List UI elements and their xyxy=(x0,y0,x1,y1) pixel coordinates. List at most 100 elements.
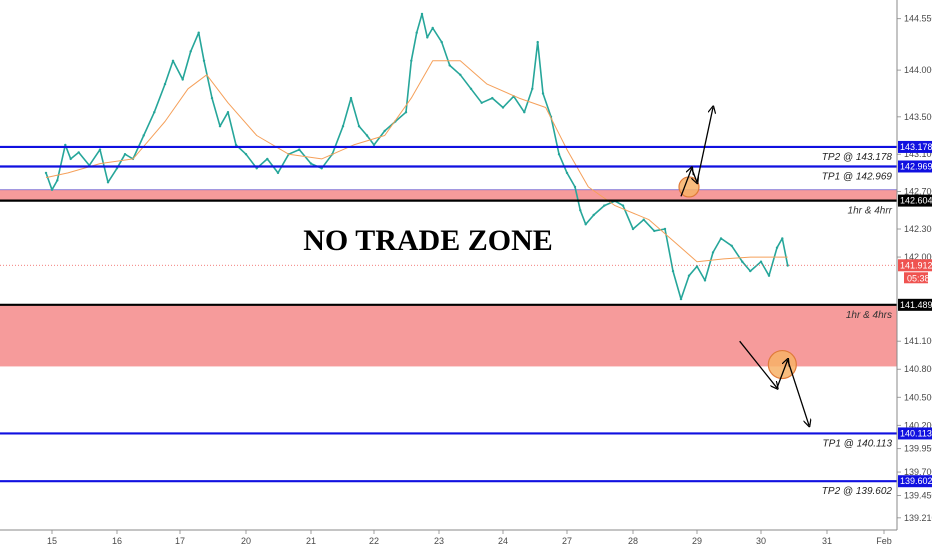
bullish-scenario-segment xyxy=(680,168,692,197)
price-point xyxy=(775,246,779,249)
price-point xyxy=(420,12,424,16)
price-point xyxy=(106,181,110,184)
price-point xyxy=(210,96,214,100)
price-point xyxy=(711,251,715,254)
price-point xyxy=(181,78,184,81)
price-point xyxy=(98,148,102,151)
price-point xyxy=(621,204,625,207)
resistance-tag xyxy=(898,194,932,207)
no-trade-zone-label: NO TRADE ZONE xyxy=(303,224,553,257)
countdown-tag-text: 05:38 xyxy=(907,273,930,283)
bearish-scenario-segment xyxy=(776,360,788,389)
price-point xyxy=(276,171,280,175)
moving-average-line xyxy=(45,60,788,263)
price-point xyxy=(415,31,418,34)
x-tick-label: 28 xyxy=(628,536,638,546)
price-point xyxy=(197,31,200,34)
price-point xyxy=(266,157,269,161)
price-point xyxy=(719,237,723,240)
y-tick-label: 140.200 xyxy=(904,420,932,430)
x-tick-label: 24 xyxy=(498,536,508,546)
resistance-label: 1hr & 4hrr xyxy=(848,206,893,217)
price-point xyxy=(759,260,763,263)
time-scale-background[interactable] xyxy=(0,530,932,550)
tp2_low-label: TP2 @ 139.602 xyxy=(822,486,893,497)
countdown-tag xyxy=(904,272,928,284)
x-tick-label: 15 xyxy=(47,536,57,546)
price-point xyxy=(573,185,577,189)
current-price-tag-text: 141.912 xyxy=(900,260,932,270)
y-tick-label: 143.100 xyxy=(904,149,932,159)
support-label: 1hr & 4hrs xyxy=(846,310,892,321)
price-point xyxy=(255,167,258,170)
x-tick-label: 27 xyxy=(562,536,572,546)
price-point xyxy=(695,265,699,268)
y-tick-label: 142.700 xyxy=(904,187,932,197)
price-point xyxy=(349,96,353,100)
price-point xyxy=(653,229,656,233)
annotations-layer: NO TRADE ZONE xyxy=(303,224,553,257)
price-point xyxy=(541,92,545,95)
price-point xyxy=(440,40,443,44)
tp2_low-tag xyxy=(898,475,932,488)
price-point xyxy=(557,153,561,156)
resistance-tag-text: 142.604 xyxy=(900,196,932,206)
price-point xyxy=(579,209,582,212)
y-tick-label: 139.950 xyxy=(904,444,932,454)
price-point xyxy=(491,96,494,100)
price-point xyxy=(426,36,429,39)
price-point xyxy=(448,64,451,67)
tp2_high-label: TP2 @ 143.178 xyxy=(822,152,893,163)
x-tick-label: 22 xyxy=(369,536,379,546)
price-point xyxy=(115,167,119,170)
price-point xyxy=(469,87,473,91)
price-point xyxy=(404,111,408,114)
price-point xyxy=(663,227,667,231)
time-scale: 15 16 17 20 21 22 23 24 27 28 29 30 31 Feb xyxy=(47,530,892,546)
tp1_low-tag-text: 140.113 xyxy=(900,428,932,438)
tp2_low-tag-text: 139.602 xyxy=(900,476,932,486)
x-tick-label: 21 xyxy=(306,536,316,546)
x-tick-label: 20 xyxy=(241,536,251,546)
price-point xyxy=(234,143,238,147)
price-point xyxy=(536,40,539,44)
price-point xyxy=(163,82,167,86)
price-point xyxy=(592,213,595,217)
price-point xyxy=(730,244,733,247)
price-point xyxy=(565,171,569,175)
price-point xyxy=(202,59,206,62)
x-tick-label: 17 xyxy=(175,536,185,546)
levels-layer: TP2 @ 143.178 TP1 @ 142.969 1hr & 4hrr 1hr … xyxy=(0,145,897,497)
y-tick-label: 143.500 xyxy=(904,112,932,122)
zones-layer xyxy=(0,189,897,367)
price-point xyxy=(679,297,683,301)
tp2_high-tag-text: 143.178 xyxy=(900,142,932,152)
price-point xyxy=(153,111,156,114)
tp1_low-tag xyxy=(898,427,932,440)
y-tick-label: 140.500 xyxy=(904,392,932,402)
tp2_high-tag xyxy=(898,140,932,153)
bullish-scenario-segment xyxy=(691,168,697,182)
arrows-layer xyxy=(678,107,809,425)
y-tick-label: 139.210 xyxy=(904,513,932,523)
price-point xyxy=(226,111,230,114)
y-tick-label: 142.300 xyxy=(904,224,932,234)
support-tag xyxy=(898,298,932,311)
price-point xyxy=(50,188,54,191)
price-point xyxy=(631,227,635,231)
x-tick-label: 16 xyxy=(112,536,122,546)
price-scale: 144.550 144.000 143.500 143.100 142.700 142.3… xyxy=(897,14,932,523)
bullish-scenario-segment xyxy=(696,107,713,183)
x-tick-label: 29 xyxy=(692,536,702,546)
lower-zone xyxy=(0,304,897,367)
price-tags: 143.178 142.969 142.604 141.489 140.113 139.6… xyxy=(898,140,932,488)
price-point xyxy=(372,143,376,147)
price-point xyxy=(501,106,505,109)
price-point xyxy=(584,223,587,226)
tp1_high-tag-text: 142.969 xyxy=(900,161,932,171)
y-tick-label: 139.700 xyxy=(904,467,932,477)
x-tick-label: 31 xyxy=(822,536,832,546)
price-point xyxy=(69,157,72,161)
y-tick-label: 144.550 xyxy=(904,14,932,24)
price-point xyxy=(767,274,771,277)
